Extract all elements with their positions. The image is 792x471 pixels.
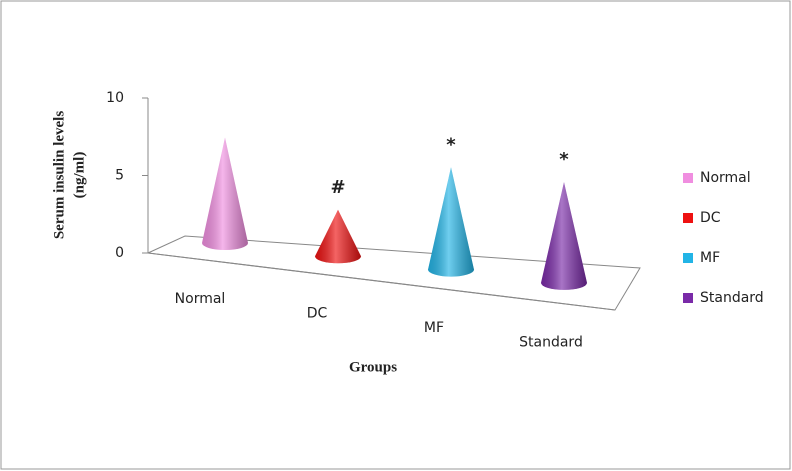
- legend-label: MF: [700, 250, 720, 266]
- annotation: *: [446, 134, 456, 155]
- y-tick-label: 0: [115, 245, 124, 261]
- cone-shade: [428, 167, 474, 277]
- y-label-line: Serum insulin levels: [51, 111, 67, 240]
- floor-edge: [147, 252, 616, 311]
- y-tick-label: 5: [115, 168, 124, 184]
- annotation: #: [330, 177, 345, 198]
- legend-swatch: [683, 213, 693, 223]
- legend-swatch: [683, 253, 693, 263]
- x-tick-label: DC: [307, 306, 328, 322]
- x-axis-label: Groups: [349, 359, 397, 375]
- x-tick-label: Standard: [519, 335, 583, 351]
- legend-label: Normal: [700, 170, 751, 186]
- x-tick-label: MF: [424, 320, 444, 336]
- cone-shade: [202, 137, 248, 250]
- cone-shade: [315, 209, 361, 264]
- y-tick-label: 10: [106, 90, 124, 106]
- annotation: *: [559, 149, 569, 170]
- legend-swatch: [683, 173, 693, 183]
- x-tick-label: Normal: [175, 291, 226, 307]
- y-axis-label: Serum insulin levels (ng/ml): [51, 111, 87, 240]
- legend-label: Standard: [700, 290, 764, 306]
- cone-shade: [541, 182, 587, 290]
- y-label-line: (ng/ml): [71, 152, 87, 199]
- legend-label: DC: [700, 210, 721, 226]
- legend-swatch: [683, 293, 693, 303]
